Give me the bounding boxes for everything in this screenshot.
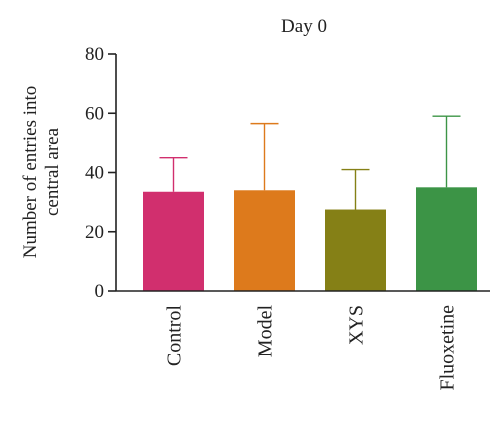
y-tick-label: 60: [85, 103, 104, 124]
y-axis: 0 20 40 60 80: [85, 44, 117, 302]
y-tick-label: 80: [85, 44, 104, 65]
y-axis-label-line-2: central area: [42, 127, 63, 216]
x-tick-label: Model: [255, 305, 277, 358]
x-tick-label: XYS: [346, 305, 368, 345]
bar-model: [234, 190, 295, 291]
y-tick-label: 0: [95, 281, 105, 302]
y-tick-label: 40: [85, 163, 104, 184]
x-tick-label: Control: [164, 305, 186, 367]
y-axis-label-line-1: Number of entries into: [20, 86, 41, 259]
x-axis: Control Model XYS Fluoxetine: [116, 290, 490, 391]
bar-fluoxetine: [416, 187, 477, 291]
y-tick-label: 20: [85, 222, 104, 243]
error-bars-group: [159, 115, 461, 210]
bar-control: [143, 191, 204, 291]
x-tick-label: Fluoxetine: [437, 305, 459, 391]
chart-title: Day 0: [281, 16, 327, 37]
y-axis-label: Number of entries into central area: [20, 86, 63, 259]
bars-group: [143, 187, 477, 291]
bar-xys: [325, 209, 386, 291]
